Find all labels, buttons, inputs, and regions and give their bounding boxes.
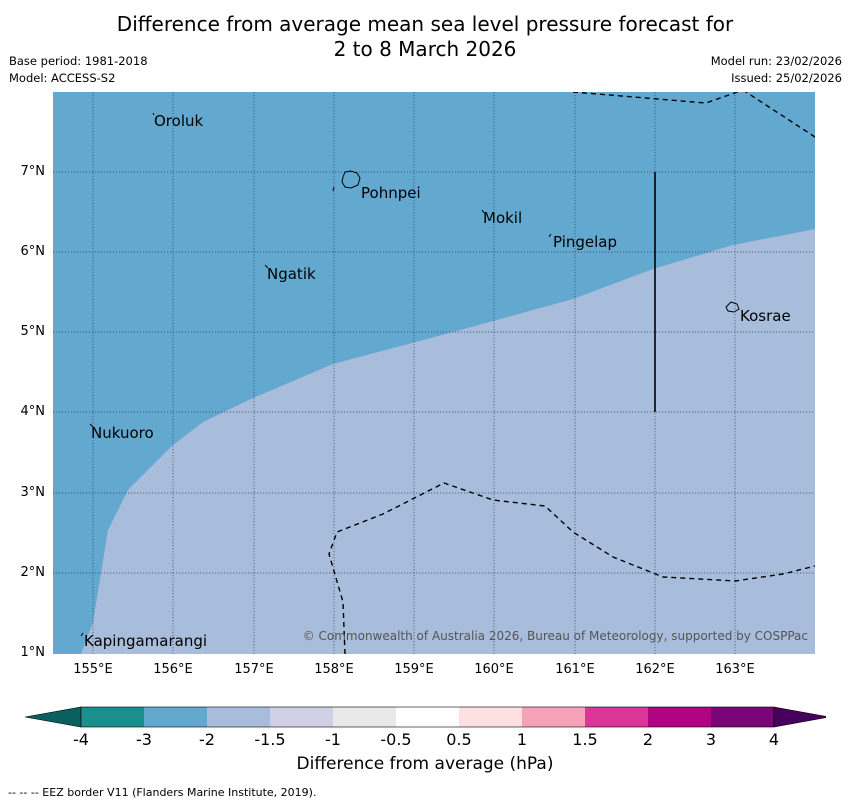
colorbar-segment xyxy=(81,707,144,727)
issued-date: Issued: 25/02/2026 xyxy=(731,71,842,85)
lat-label: 1°N xyxy=(20,645,46,660)
map-svg: Oroluk Pohnpei Mokil Pingelap Ngatik Kos… xyxy=(53,92,815,654)
lon-label: 157°E xyxy=(234,662,274,677)
colorbar-svg xyxy=(24,706,830,728)
colorbar-tick-label: 2 xyxy=(642,730,654,749)
colorbar-segment xyxy=(522,707,585,727)
label-mokil: Mokil xyxy=(483,209,522,227)
anomaly-region-minus-1-5-to-minus-2 xyxy=(81,229,815,654)
kapingamarangi-atoll-icon xyxy=(80,632,84,637)
lat-label: 7°N xyxy=(20,164,46,179)
colorbar-tick-label: -0.5 xyxy=(380,730,412,749)
grid-lines xyxy=(53,92,815,654)
label-oroluk: Oroluk xyxy=(154,112,203,130)
lon-label: 158°E xyxy=(314,662,354,677)
lat-label: 3°N xyxy=(20,485,46,500)
lon-label: 156°E xyxy=(153,662,193,677)
colorbar-segment xyxy=(648,707,711,727)
model-info: Base period: 1981-2018 Model: ACCESS-S2 xyxy=(9,53,148,87)
label-kapingamarangi: Kapingamarangi xyxy=(84,632,207,650)
colorbar-segment xyxy=(396,707,459,727)
colorbar-tick-label: 3 xyxy=(705,730,717,749)
colorbar-under-extension xyxy=(24,706,82,728)
mokil-atoll-icon xyxy=(481,209,485,214)
lon-label: 162°E xyxy=(635,662,675,677)
ngatik-atoll-icon xyxy=(264,264,269,269)
lon-label: 159°E xyxy=(394,662,434,677)
base-period: Base period: 1981-2018 xyxy=(9,54,148,68)
colorbar-title: Difference from average (hPa) xyxy=(296,754,554,774)
lon-label: 163°E xyxy=(715,662,755,677)
colorbar-over-extension xyxy=(773,706,830,728)
colorbar-segment xyxy=(711,707,774,727)
model-run: Model run: 23/02/2026 xyxy=(710,54,842,68)
colorbar-segment xyxy=(270,707,333,727)
colorbar-tick-label: 1 xyxy=(516,730,528,749)
colorbar-tick-label: -1 xyxy=(325,730,341,749)
colorbar xyxy=(24,706,830,732)
colorbar-segment xyxy=(207,707,270,727)
colorbar-tick-label: 1.5 xyxy=(572,730,598,749)
label-kosrae: Kosrae xyxy=(740,307,791,325)
colorbar-segment xyxy=(333,707,396,727)
title-line-2: 2 to 8 March 2026 xyxy=(333,37,517,61)
lat-label: 2°N xyxy=(20,565,46,580)
colorbar-tick-label: 4 xyxy=(768,730,780,749)
chart-title: Difference from average mean sea level p… xyxy=(0,12,850,62)
run-info: Model run: 23/02/2026 Issued: 25/02/2026 xyxy=(711,53,842,87)
colorbar-tick-label: 0.5 xyxy=(446,730,472,749)
lon-label: 161°E xyxy=(555,662,595,677)
colorbar-segment xyxy=(585,707,648,727)
pohnpei-islet-icon xyxy=(332,186,335,192)
lon-label: 155°E xyxy=(73,662,113,677)
lat-label: 5°N xyxy=(20,324,46,339)
forecast-map: Oroluk Pohnpei Mokil Pingelap Ngatik Kos… xyxy=(53,92,815,654)
colorbar-tick-label: -4 xyxy=(73,730,89,749)
colorbar-segment xyxy=(144,707,207,727)
pingelap-atoll-icon xyxy=(548,233,552,238)
lon-label: 160°E xyxy=(474,662,514,677)
pohnpei-island-icon xyxy=(341,170,361,189)
colorbar-tick-label: -3 xyxy=(136,730,152,749)
kosrae-island-icon xyxy=(725,301,740,313)
colorbar-segment xyxy=(459,707,522,727)
label-ngatik: Ngatik xyxy=(267,265,316,283)
label-pohnpei: Pohnpei xyxy=(361,184,421,202)
lat-label: 4°N xyxy=(20,404,46,419)
islands xyxy=(80,112,740,637)
place-labels: Oroluk Pohnpei Mokil Pingelap Ngatik Kos… xyxy=(84,112,791,650)
lat-label: 6°N xyxy=(20,244,46,259)
copyright-credit: © Commonwealth of Australia 2026, Bureau… xyxy=(303,629,808,643)
model-name: Model: ACCESS-S2 xyxy=(9,71,116,85)
oroluk-atoll-icon xyxy=(152,112,155,116)
eez-legend-note: -- -- -- EEZ border V11 (Flanders Marine… xyxy=(8,786,317,799)
colorbar-tick-label: -2 xyxy=(199,730,215,749)
title-line-1: Difference from average mean sea level p… xyxy=(116,12,734,36)
nukuoro-atoll-icon xyxy=(89,423,94,428)
colorbar-tick-label: -1.5 xyxy=(254,730,286,749)
label-pingelap: Pingelap xyxy=(553,233,617,251)
label-nukuoro: Nukuoro xyxy=(91,424,154,442)
